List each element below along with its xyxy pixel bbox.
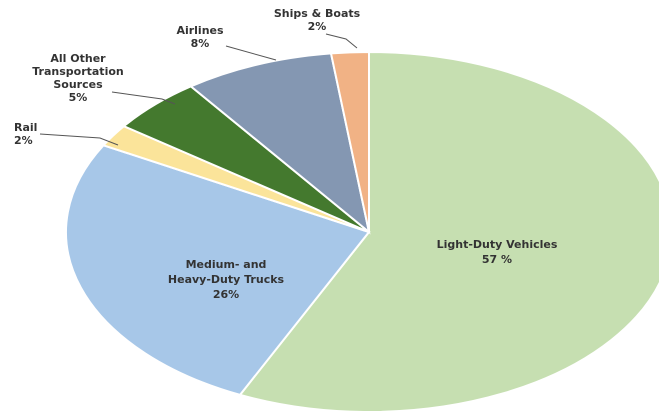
leader-line-2 — [39, 133, 119, 146]
slice-label-5-line-1: 2% — [308, 20, 327, 33]
pie-slice-5 — [329, 50, 370, 233]
slice-label-1-line-1: Heavy-Duty Trucks — [168, 273, 285, 286]
slice-label-5-line-0: Ships & Boats — [274, 7, 361, 20]
leader-line-3 — [111, 91, 176, 105]
slice-label-5: Ships & Boats 2% — [274, 7, 361, 33]
slice-label-0-line-0: Light-Duty Vehicles — [437, 238, 558, 251]
slice-label-4-line-0: Airlines — [176, 24, 224, 37]
pie-slice-4 — [188, 52, 371, 235]
leader-line-4 — [225, 45, 277, 61]
slice-label-1: Medium- and Heavy-Duty Trucks 26% — [168, 258, 285, 301]
slice-label-4: Airlines 8% — [176, 24, 224, 50]
slice-label-2: Rail 2% — [14, 121, 37, 147]
leader-line-5 — [325, 33, 358, 49]
slice-label-3: All Other Transportation Sources 5% — [32, 52, 123, 104]
slice-label-2-line-1: 2% — [14, 134, 33, 147]
slice-label-2-line-0: Rail — [14, 121, 37, 134]
slice-label-0-line-1: 57 % — [482, 253, 512, 266]
pie-slice-0 — [238, 50, 659, 413]
slice-label-3-line-2: Sources — [53, 78, 103, 91]
slice-label-3-line-0: All Other — [50, 52, 106, 65]
slice-label-3-line-1: Transportation — [32, 65, 123, 78]
slice-label-4-line-1: 8% — [191, 37, 210, 50]
slice-label-3-line-3: 5% — [69, 91, 88, 104]
slice-label-1-line-2: 26% — [213, 288, 239, 301]
slice-label-1-line-0: Medium- and — [186, 258, 267, 271]
slice-label-0: Light-Duty Vehicles 57 % — [437, 238, 558, 266]
